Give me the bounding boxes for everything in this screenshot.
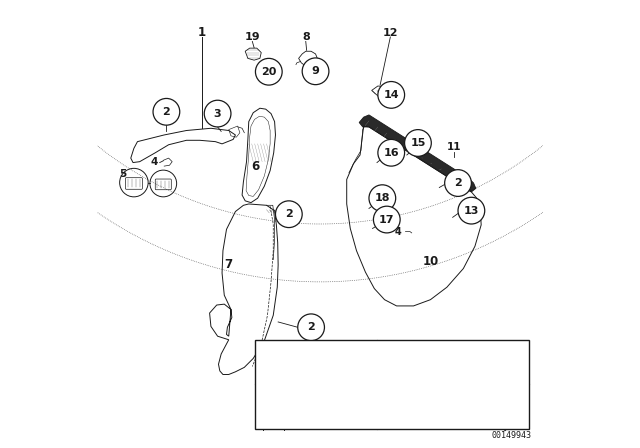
Text: 5: 5 [120,169,127,179]
Circle shape [258,406,268,417]
Text: 10: 10 [423,255,440,268]
Text: 19: 19 [244,32,260,42]
Text: 11: 11 [446,142,461,152]
Circle shape [445,170,472,196]
Polygon shape [390,406,518,431]
Circle shape [275,201,302,228]
Text: 18: 18 [339,349,351,358]
Text: 1: 1 [198,26,206,39]
Circle shape [458,197,484,224]
Text: 4: 4 [150,157,158,167]
Circle shape [378,82,404,108]
Text: 20: 20 [257,349,269,358]
Circle shape [150,170,177,197]
Text: 14: 14 [366,349,379,358]
Text: 9: 9 [312,66,319,76]
Text: 16: 16 [383,148,399,158]
Text: 12: 12 [383,28,398,38]
Circle shape [302,58,329,85]
Text: 2: 2 [454,178,462,188]
Polygon shape [359,115,476,192]
Text: 3: 3 [314,393,321,402]
Text: 4: 4 [395,227,402,237]
Circle shape [120,168,148,197]
Text: 6: 6 [252,159,260,172]
Text: 2: 2 [285,209,292,219]
Circle shape [278,364,290,376]
Bar [342,371,349,380]
Circle shape [255,58,282,85]
Text: 3: 3 [214,108,221,119]
Text: 18: 18 [374,193,390,203]
Text: 2: 2 [335,393,342,402]
Bar [255,340,529,429]
Text: 20: 20 [261,67,276,77]
Circle shape [333,408,344,419]
Circle shape [312,408,322,418]
Text: 17: 17 [379,215,394,224]
Circle shape [153,99,180,125]
Text: 8: 8 [302,32,310,42]
Circle shape [204,100,231,127]
Circle shape [373,206,400,233]
Text: 9: 9 [281,393,287,402]
Ellipse shape [306,369,318,378]
Text: 17: 17 [278,349,291,358]
Text: 13: 13 [464,206,479,215]
Circle shape [367,364,378,376]
Text: 13: 13 [257,393,269,402]
Text: 15: 15 [410,138,426,148]
Circle shape [378,139,404,166]
Text: 2: 2 [307,322,315,332]
Circle shape [279,406,290,417]
Text: 15: 15 [327,349,340,358]
Text: 00149943: 00149943 [492,431,531,440]
Circle shape [404,129,431,156]
Circle shape [369,185,396,211]
Text: 7: 7 [225,258,233,271]
Text: 2: 2 [163,107,170,117]
Circle shape [330,362,337,370]
Circle shape [298,314,324,340]
Text: 14: 14 [383,90,399,100]
Text: 16: 16 [306,349,318,358]
